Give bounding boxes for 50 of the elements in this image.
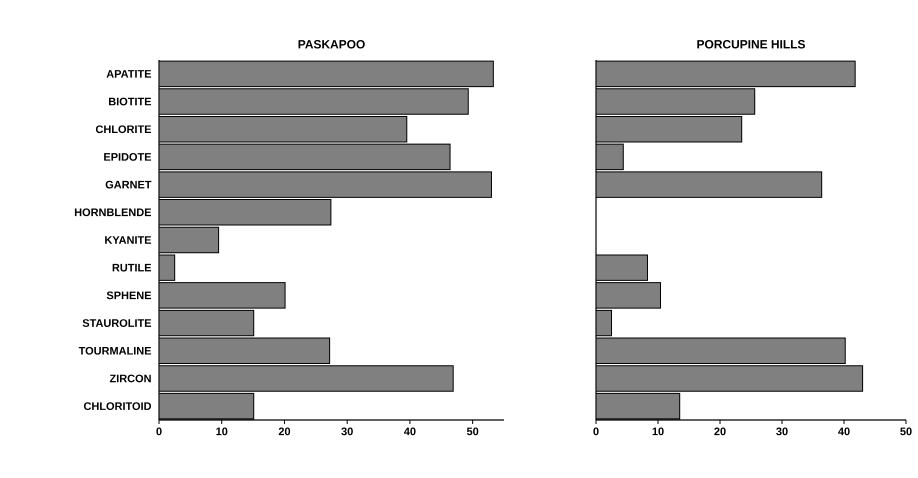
bar (159, 88, 469, 115)
y-tick-label: CHLORITE (96, 125, 152, 134)
y-tick-label: TOURMALINE (78, 346, 152, 355)
x-tick-label: 50 (900, 428, 912, 436)
bar (159, 116, 408, 142)
bar (596, 171, 822, 198)
y-tick-label: RUTILE (112, 264, 152, 272)
y-tick-label: SPHENE (106, 292, 152, 300)
x-tick-label: 10 (216, 428, 228, 436)
y-tick-label: HORNBLENDE (74, 208, 152, 216)
y-tick-label: BIOTITE (109, 98, 152, 106)
y-tick-label: ZIRCON (110, 374, 151, 382)
bar (159, 365, 454, 392)
bar (596, 282, 661, 309)
chart-title: PORCUPINE HILLS (697, 40, 805, 48)
y-tick-label: STAUROLITE (82, 319, 152, 327)
bar (596, 338, 846, 364)
bar (596, 392, 680, 420)
bar (159, 392, 254, 420)
bar (159, 310, 254, 336)
bar (159, 171, 492, 198)
bar (596, 254, 648, 281)
bar (596, 116, 742, 142)
bar (159, 282, 286, 309)
bar (159, 144, 451, 170)
y-tick-label: GARNET (106, 180, 152, 188)
y-tick-label: KYANITE (105, 236, 152, 244)
bar (159, 61, 494, 87)
bar (596, 144, 624, 170)
x-tick-label: 0 (593, 428, 599, 436)
x-tick-label: 10 (652, 428, 664, 436)
y-tick-label: CHLORITOID (84, 402, 152, 410)
bar (159, 199, 332, 226)
y-tick-label: APATITE (106, 70, 152, 78)
x-tick-label: 20 (714, 428, 726, 436)
bar (159, 338, 330, 364)
x-tick-label: 30 (776, 428, 788, 436)
chart-title: PASKAPOO (298, 40, 365, 48)
bar (596, 61, 856, 87)
x-tick-label: 0 (156, 428, 162, 436)
x-tick-label: 40 (404, 428, 416, 436)
x-tick-label: 40 (838, 428, 850, 436)
x-tick-label: 30 (341, 428, 353, 436)
bar (596, 88, 756, 115)
bar (596, 365, 864, 392)
x-tick-label: 20 (278, 428, 290, 436)
bar (596, 310, 612, 336)
y-tick-label: EPIDOTE (104, 153, 152, 161)
x-tick-label: 50 (466, 428, 478, 436)
bar (159, 226, 220, 254)
